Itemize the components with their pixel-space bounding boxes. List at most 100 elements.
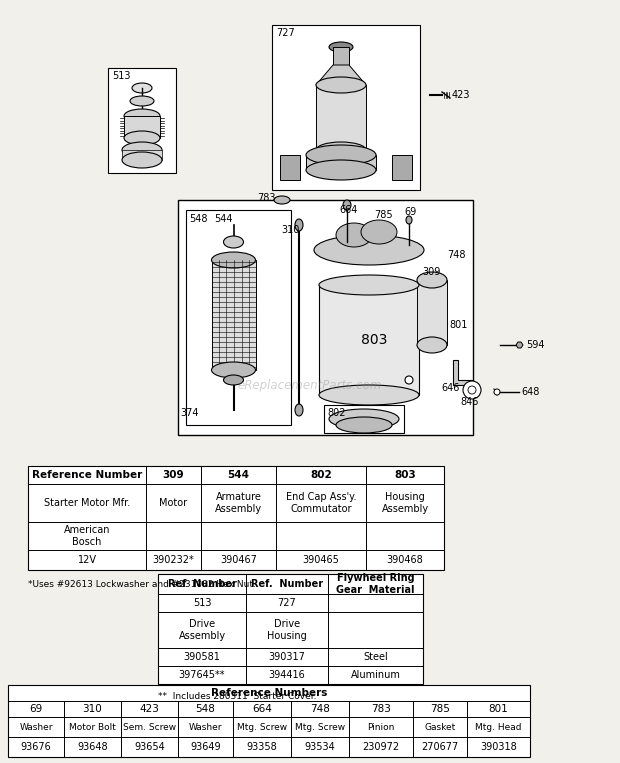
- Ellipse shape: [124, 131, 160, 145]
- Text: *Uses #92613 Lockwasher and #231082 Hex Nut.: *Uses #92613 Lockwasher and #231082 Hex …: [28, 580, 256, 589]
- Text: 93358: 93358: [247, 742, 277, 752]
- Ellipse shape: [122, 152, 162, 168]
- Text: 310: 310: [281, 225, 299, 235]
- Text: 309: 309: [422, 267, 440, 277]
- Ellipse shape: [132, 83, 152, 93]
- Text: 397645**: 397645**: [179, 670, 225, 680]
- Text: 748: 748: [310, 704, 330, 714]
- Text: 390467: 390467: [220, 555, 257, 565]
- Text: 664: 664: [252, 704, 272, 714]
- Text: Starter Motor Mfr.: Starter Motor Mfr.: [44, 498, 130, 508]
- Text: 785: 785: [374, 210, 392, 220]
- Bar: [8, 685, 530, 757]
- Text: 270677: 270677: [422, 742, 459, 752]
- Ellipse shape: [306, 145, 376, 165]
- Ellipse shape: [417, 337, 447, 353]
- Bar: [124, 116, 160, 138]
- Text: 12V: 12V: [78, 555, 97, 565]
- Ellipse shape: [306, 160, 376, 180]
- Text: Mtg. Screw: Mtg. Screw: [237, 723, 287, 732]
- Text: 93676: 93676: [20, 742, 51, 752]
- Text: 423: 423: [140, 704, 159, 714]
- Text: 783: 783: [257, 193, 275, 203]
- Text: 390468: 390468: [387, 555, 423, 565]
- Ellipse shape: [223, 375, 244, 385]
- Text: Flywheel Ring
Gear  Material: Flywheel Ring Gear Material: [336, 573, 415, 595]
- Text: 785: 785: [430, 704, 450, 714]
- Ellipse shape: [405, 376, 413, 384]
- Text: End Cap Ass'y.
Commutator: End Cap Ass'y. Commutator: [286, 492, 356, 513]
- Bar: [417, 280, 447, 345]
- Text: Sem. Screw: Sem. Screw: [123, 723, 176, 732]
- Text: 783: 783: [371, 704, 391, 714]
- Bar: [392, 155, 412, 180]
- Text: eReplacementParts.com: eReplacementParts.com: [238, 378, 382, 391]
- Bar: [272, 25, 420, 190]
- Ellipse shape: [361, 220, 397, 244]
- Text: 801: 801: [449, 320, 467, 330]
- Bar: [333, 47, 349, 65]
- Ellipse shape: [295, 219, 303, 231]
- Text: Motor Bolt: Motor Bolt: [69, 723, 116, 732]
- Polygon shape: [453, 360, 473, 385]
- Polygon shape: [316, 65, 366, 85]
- Text: 548: 548: [189, 214, 208, 224]
- Text: 390318: 390318: [480, 742, 517, 752]
- Text: 230972: 230972: [363, 742, 399, 752]
- Ellipse shape: [316, 142, 366, 158]
- Text: 803: 803: [394, 470, 416, 480]
- Text: **  Includes 280311  Starter Cover.: ** Includes 280311 Starter Cover.: [158, 692, 316, 701]
- Text: 423: 423: [452, 90, 471, 100]
- Text: 801: 801: [489, 704, 508, 714]
- Ellipse shape: [124, 109, 160, 123]
- Bar: [122, 150, 162, 160]
- Bar: [158, 574, 423, 684]
- Text: 394416: 394416: [268, 670, 306, 680]
- Text: American
Bosch: American Bosch: [64, 525, 110, 547]
- Bar: [306, 155, 376, 170]
- Ellipse shape: [494, 389, 500, 395]
- Ellipse shape: [223, 236, 244, 248]
- Text: Armature
Assembly: Armature Assembly: [215, 492, 262, 513]
- Bar: [178, 200, 473, 435]
- Ellipse shape: [211, 252, 255, 268]
- Ellipse shape: [336, 223, 372, 247]
- Ellipse shape: [319, 385, 419, 405]
- Text: 727: 727: [276, 28, 294, 38]
- Text: 544: 544: [214, 214, 232, 224]
- Text: 310: 310: [82, 704, 102, 714]
- Bar: [319, 285, 419, 395]
- Ellipse shape: [274, 196, 290, 204]
- Bar: [28, 466, 444, 570]
- Text: 93649: 93649: [190, 742, 221, 752]
- Text: 390581: 390581: [184, 652, 221, 662]
- Text: 648: 648: [521, 387, 539, 397]
- Text: Steel: Steel: [363, 652, 388, 662]
- Text: Mtg. Head: Mtg. Head: [476, 723, 522, 732]
- Text: Motor: Motor: [159, 498, 188, 508]
- Bar: [211, 260, 255, 370]
- Text: 802: 802: [310, 470, 332, 480]
- Text: Reference Numbers: Reference Numbers: [211, 688, 327, 698]
- Ellipse shape: [319, 275, 419, 295]
- Text: Washer: Washer: [19, 723, 53, 732]
- Bar: [186, 210, 291, 425]
- Text: Aluminum: Aluminum: [350, 670, 401, 680]
- Text: 646: 646: [441, 383, 459, 393]
- Text: Drive
Housing: Drive Housing: [267, 620, 307, 641]
- Ellipse shape: [336, 417, 392, 433]
- Text: 390465: 390465: [303, 555, 339, 565]
- Text: Washer: Washer: [188, 723, 222, 732]
- Text: 93648: 93648: [77, 742, 108, 752]
- Bar: [108, 68, 176, 173]
- Ellipse shape: [463, 381, 481, 399]
- Text: 69: 69: [29, 704, 43, 714]
- Ellipse shape: [329, 42, 353, 52]
- Text: 664: 664: [339, 205, 357, 215]
- Text: Reference Number: Reference Number: [32, 470, 142, 480]
- Text: Ref.  Number: Ref. Number: [251, 579, 323, 589]
- Ellipse shape: [417, 272, 447, 288]
- Bar: [324, 405, 404, 433]
- Ellipse shape: [468, 386, 476, 394]
- Text: 374: 374: [180, 408, 198, 418]
